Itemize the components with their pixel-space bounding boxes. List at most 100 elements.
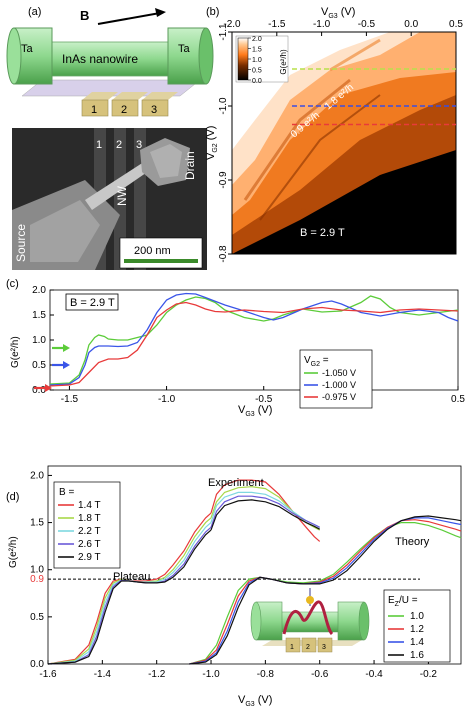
heatmap-field-label: B = 2.9 T: [300, 227, 345, 239]
red-arrow-icon: [34, 384, 52, 392]
b-y-tick-label: -1.0: [218, 97, 229, 115]
panel-c: (c) -1.5-1.0-0.500.5 0.00.51.01.52.0 B =…: [6, 278, 465, 418]
nanowire-device: Ta Ta InAs nanowire: [6, 27, 214, 85]
e-legend-label: 1.4: [410, 637, 424, 648]
d-b-legend: B = 1.4 T 1.8 T 2.2 T 2.6 T 2.9 T: [53, 481, 121, 569]
panel-b-y-title: VG2 (V): [205, 126, 219, 160]
panel-d: (d) -1.6 -1.4 -1.2 -1.0 -0.8 -0.6 -0.4 -0.2 0.0…: [6, 465, 462, 708]
green-arrow-icon: [52, 344, 70, 352]
d-series-line: [189, 522, 462, 665]
b-x-tick-label: -0.5: [358, 19, 376, 30]
d-series-line: [210, 495, 320, 528]
d-axes-box: [47, 465, 462, 665]
c-y-tick-label: 2.0: [32, 285, 46, 296]
panel-d-label: (d): [6, 491, 19, 503]
c-legend-label: -0.975 V: [322, 392, 356, 402]
d-y-title: G(e²/h): [8, 536, 19, 568]
b-y-title-sub: G2: [212, 143, 219, 152]
panel-b: (b) VG3 (V) 2.01.51.00.50.0 G(e²/h): [205, 6, 463, 263]
gate-1-label: 1: [91, 104, 97, 116]
c-y-tick-label: 1.5: [32, 310, 46, 321]
b-x-title-unit: (V): [338, 6, 356, 18]
panel-a-label: (a): [28, 6, 41, 18]
inset-device-icon: 1 2 3: [250, 588, 370, 653]
e-legend-title: EZ/U =: [388, 595, 418, 608]
c-arrows: [34, 344, 70, 392]
sem-image: 1 2 3 NW Drain Source 200 nm: [12, 128, 207, 270]
b-y-title-main: V: [205, 152, 217, 160]
d-x-tick-label: -1.0: [202, 669, 220, 680]
b-x-tick-label: 0.5: [449, 19, 463, 30]
d-x-tick-label: -0.6: [311, 669, 329, 680]
d-x-tick-label: -1.4: [94, 669, 112, 680]
c-field-box: [65, 293, 119, 311]
d-series-line: [47, 512, 212, 665]
sem-gate-1-label: 1: [96, 139, 102, 151]
e-legend-label: 1.0: [410, 611, 424, 622]
d-y-tick-label: 0.5: [30, 612, 44, 623]
b-x-title-main: V: [321, 6, 329, 18]
colorbar-tick-label: 1.0: [252, 57, 262, 64]
field-b-label: B: [80, 8, 89, 23]
e-legend-title-main: E: [388, 595, 395, 606]
c-y-tick-label: 0.0: [32, 385, 46, 396]
c-y-ticks: 0.0 0.5 1.0 1.5 2.0: [32, 285, 54, 396]
b-x-tick-label: -1.0: [313, 19, 331, 30]
d-x-tick-label: -1.6: [39, 669, 57, 680]
b-y-ticks: -1.1 -1.0 -0.9 -0.8: [218, 23, 232, 263]
b-x-ticks: -2.0 -1.5 -1.0 -0.5 0.0 0.5: [223, 19, 463, 36]
field-arrow-icon: [97, 8, 166, 25]
d-y-tick-label: 2.0: [30, 470, 44, 481]
sem-nw-label: NW: [115, 185, 129, 206]
c-legend-title-sub: G2: [311, 361, 320, 368]
experiment-label: Experiment: [208, 477, 264, 489]
colorbar-tick-label: 2.0: [252, 36, 262, 43]
e-legend-label: 1.2: [410, 624, 424, 635]
c-field-label: B = 2.9 T: [70, 297, 115, 309]
sem-gate-2-label: 2: [116, 139, 122, 151]
d-x-tick-label: -0.2: [420, 669, 438, 680]
d-y-ticks: 0.0 0.5 1.0 1.5 2.0: [30, 470, 52, 670]
inset-gate-1: 1: [290, 644, 294, 651]
c-series: [49, 292, 459, 387]
d-y-tick-label: 0.0: [30, 659, 44, 670]
d-x-tick-label: -0.4: [365, 669, 383, 680]
c-series-line: [49, 295, 459, 385]
right-electrode-label: Ta: [178, 43, 191, 55]
c-y-tick-label: 0.5: [32, 360, 46, 371]
d-series-line: [189, 519, 462, 665]
colorbar: 2.0 1.5 1.0 0.5 0.0 G(e²/h): [235, 35, 289, 85]
d-series-line: [210, 499, 320, 531]
e-legend-title-tail: /U =: [399, 595, 418, 606]
c-legend-title-tail: =: [320, 355, 329, 366]
b-legend-label: 2.2 T: [78, 526, 101, 537]
d-x-title-main: V: [238, 694, 246, 706]
d-series-line: [210, 479, 321, 542]
e-legend-title-sub: Z: [395, 601, 400, 608]
c-legend-title-main: V: [304, 355, 311, 366]
scale-bar-label: 200 nm: [134, 245, 171, 257]
d-y-tick-label: 1.0: [30, 565, 44, 576]
d-x-title-sub: G3: [245, 701, 254, 708]
b-x-tick-label: -2.0: [223, 19, 241, 30]
sem-drain-label: Drain: [183, 151, 197, 180]
nanowire-label: InAs nanowire: [62, 52, 138, 66]
inset-gate-3: 3: [322, 644, 326, 651]
c-legend-label: -1.050 V: [322, 368, 356, 378]
b-y-tick-label: -0.8: [218, 245, 229, 263]
c-y-tick-label: 1.0: [32, 335, 46, 346]
panel-b-label: (b): [206, 6, 219, 18]
colorbar-title: G(e²/h): [279, 49, 288, 75]
b-legend-label: 1.4 T: [78, 500, 101, 511]
c-x-tick-label: -1.5: [61, 394, 79, 405]
panel-a: (a) B 1 2 3 Ta Ta InAs nanowire: [6, 6, 214, 270]
gate-2-label: 2: [121, 104, 127, 116]
theory-label: Theory: [395, 536, 430, 548]
c-series-line: [49, 301, 459, 387]
d-series-line: [189, 515, 462, 665]
b-legend-label: 2.9 T: [78, 552, 101, 563]
d-y-tick-label: 1.5: [30, 518, 44, 529]
b-legend-label: 2.6 T: [78, 539, 101, 550]
d-series-line: [189, 517, 462, 665]
